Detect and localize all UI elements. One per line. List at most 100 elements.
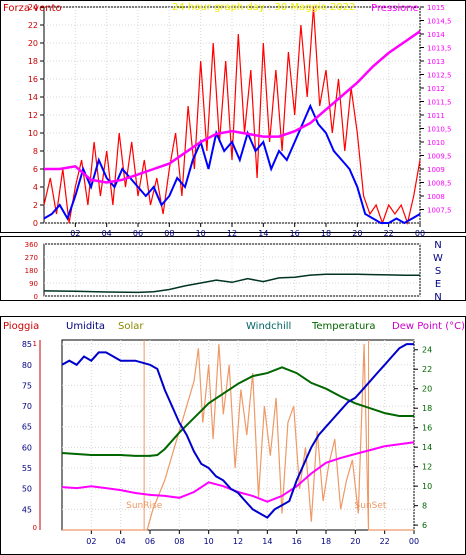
panel3-temperature-tick-label: 18 bbox=[422, 404, 432, 413]
legend-umidita: Umidita bbox=[66, 321, 105, 332]
panel2-left-tick-label: 360 bbox=[25, 241, 38, 249]
wind-axis-title: Forza vento bbox=[3, 3, 62, 14]
panel3-x-tick-label: 22 bbox=[380, 537, 390, 546]
panel3-rain-tick-label: 1 bbox=[33, 340, 37, 348]
panel1-x-tick-label: 20 bbox=[352, 229, 362, 238]
panel2-left-tick-label: 90 bbox=[29, 280, 38, 288]
temperature-line bbox=[61, 366, 414, 457]
panel3-humidity-tick-label: 65 bbox=[22, 423, 32, 432]
panel1-x-tick-label: 10 bbox=[196, 229, 206, 238]
panel3-x-tick-label: 08 bbox=[174, 537, 184, 546]
panel3-rain-axis: 01 bbox=[33, 340, 41, 532]
panel1-x-tick-label: 08 bbox=[164, 229, 174, 238]
panel1-left-tick-label: 8 bbox=[33, 147, 38, 156]
panel1-left-tick-label: 16 bbox=[28, 75, 38, 84]
panel2-compass-label: E bbox=[435, 279, 441, 290]
panel3-temperature-tick-label: 10 bbox=[422, 482, 432, 491]
panel1-right-tick-label: 1008,5 bbox=[427, 180, 452, 188]
panel1-right-tick-label: 1015 bbox=[427, 4, 445, 12]
panel3-temperature-tick-label: 20 bbox=[422, 385, 432, 394]
panel3-x-tick-label: 18 bbox=[321, 537, 331, 546]
panel3-temperature-tick-label: 14 bbox=[422, 443, 432, 452]
panel1-left-tick-label: 6 bbox=[33, 165, 38, 174]
panel1-right-tick-label: 1013 bbox=[427, 58, 445, 66]
panel1-right-tick-label: 1008 bbox=[427, 193, 445, 201]
panel3-humidity-tick-label: 55 bbox=[22, 464, 32, 473]
wind-gust-line bbox=[43, 6, 421, 226]
legend-windchill: Windchill bbox=[246, 321, 291, 332]
panel1-x-tick-label: 16 bbox=[290, 229, 300, 238]
panel3-rain-tick-label: 0 bbox=[33, 524, 37, 532]
panel1-right-axis: 1007,5 1008 1008,5 1009 1009,5 1010 1010,5 1011… bbox=[420, 4, 452, 215]
sunset-label: SunSet bbox=[355, 501, 387, 511]
legend-pioggia: Pioggia bbox=[3, 321, 39, 332]
panel3-temperature-tick-label: 22 bbox=[422, 365, 432, 374]
panel2-left-tick-label: 270 bbox=[25, 254, 38, 262]
panel2-compass-label: N bbox=[434, 292, 441, 303]
panel-temperature-humidity: Pioggia Umidita Solar Windchill Temperat… bbox=[0, 316, 466, 555]
panel3-temperature-tick-label: 24 bbox=[422, 346, 432, 355]
panel2-left-tick-label: 180 bbox=[25, 267, 38, 275]
pressure-axis-title: Pressione bbox=[371, 3, 419, 14]
panel3-humidity-tick-label: 70 bbox=[22, 402, 32, 411]
panel1-left-tick-label: 14 bbox=[28, 93, 38, 102]
solar-line bbox=[62, 344, 414, 531]
panel1-left-tick-label: 10 bbox=[28, 129, 38, 138]
panel1-left-tick-label: 18 bbox=[28, 57, 38, 66]
panel1-left-tick-label: 2 bbox=[33, 201, 38, 210]
panel2-compass-label: W bbox=[433, 253, 443, 264]
panel1-right-tick-label: 1010,5 bbox=[427, 126, 452, 134]
panel1-right-tick-label: 1007,5 bbox=[427, 207, 452, 215]
chart-title: 24 hour graph day : 30 Maggio 2022 bbox=[172, 2, 355, 13]
panel3-humidity-axis: 45 50 55 60 65 70 75 80 85 bbox=[22, 340, 32, 514]
panel3-humidity-tick-label: 50 bbox=[22, 485, 32, 494]
panel1-left-tick-label: 20 bbox=[28, 39, 38, 48]
panel1-left-tick-label: 0 bbox=[33, 219, 38, 228]
panel1-x-tick-label: 14 bbox=[258, 229, 268, 238]
panel3-humidity-tick-label: 45 bbox=[22, 505, 32, 514]
panel3-x-tick-label: 02 bbox=[86, 537, 96, 546]
panel3-x-tick-label: 06 bbox=[145, 537, 155, 546]
panel3-x-tick-label: 00 bbox=[409, 537, 419, 546]
panel1-left-tick-label: 24 bbox=[28, 3, 38, 12]
panel1-right-tick-label: 1014,5 bbox=[427, 18, 452, 26]
panel3-humidity-tick-label: 85 bbox=[22, 340, 32, 349]
panel3-x-tick-label: 10 bbox=[204, 537, 214, 546]
panel1-right-tick-label: 1013,5 bbox=[427, 45, 452, 53]
panel1-x-tick-label: 12 bbox=[227, 229, 237, 238]
panel1-x-tick-label: 18 bbox=[321, 229, 331, 238]
panel1-x-tick-label: 04 bbox=[102, 229, 112, 238]
sunrise-label: SunRise bbox=[126, 501, 163, 511]
legend-solar: Solar bbox=[118, 321, 144, 332]
panel1-right-tick-label: 1012,5 bbox=[427, 72, 452, 80]
panel1-right-tick-label: 1011 bbox=[427, 112, 445, 120]
panel1-x-axis: 02 04 06 08 10 12 14 16 18 20 22 00 bbox=[70, 223, 425, 238]
panel1-right-tick-label: 1009,5 bbox=[427, 153, 452, 161]
panel3-temperature-tick-label: 16 bbox=[422, 424, 432, 433]
legend-temperatura: Temperatura bbox=[311, 321, 376, 332]
panel1-left-tick-label: 4 bbox=[33, 183, 38, 192]
wind-direction-line bbox=[43, 273, 420, 294]
panel1-right-tick-label: 1014 bbox=[427, 31, 445, 39]
panel1-x-tick-label: 02 bbox=[70, 229, 80, 238]
panel1-x-tick-label: 00 bbox=[415, 229, 425, 238]
panel1-x-tick-label: 22 bbox=[384, 229, 394, 238]
panel3-humidity-tick-label: 60 bbox=[22, 443, 32, 452]
pressure-line bbox=[44, 30, 421, 184]
panel2-left-tick-label: 0 bbox=[34, 293, 38, 301]
panel1-right-tick-label: 1009 bbox=[427, 166, 445, 174]
panel1-x-tick-label: 06 bbox=[133, 229, 143, 238]
panel1-right-tick-label: 1012 bbox=[427, 85, 445, 93]
panel2-left-axis: 0 90 180 270 360 bbox=[25, 241, 38, 301]
panel3-temperature-axis: 6 8 10 12 14 16 18 20 22 24 bbox=[414, 346, 432, 530]
humidity-line bbox=[61, 343, 414, 519]
panel3-x-tick-label: 12 bbox=[233, 537, 243, 546]
wind-average-line bbox=[43, 103, 421, 225]
panel3-x-tick-label: 14 bbox=[262, 537, 272, 546]
panel1-right-tick-label: 1010 bbox=[427, 139, 445, 147]
